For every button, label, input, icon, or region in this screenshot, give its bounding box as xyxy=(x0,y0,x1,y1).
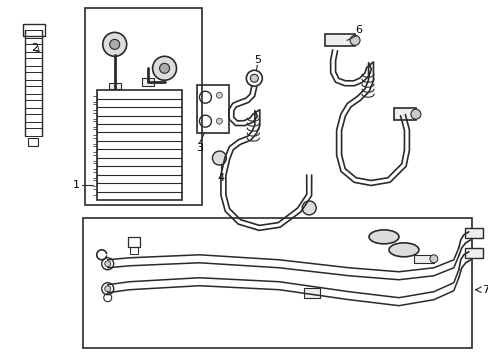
Bar xyxy=(413,255,433,263)
Bar xyxy=(464,228,482,238)
Text: 6: 6 xyxy=(355,26,362,35)
Circle shape xyxy=(109,39,120,49)
Ellipse shape xyxy=(368,230,398,244)
Circle shape xyxy=(302,201,316,215)
Bar xyxy=(127,237,140,247)
Text: 7: 7 xyxy=(481,285,488,295)
Circle shape xyxy=(104,261,110,267)
Bar xyxy=(142,78,153,86)
Circle shape xyxy=(212,151,226,165)
Text: 1: 1 xyxy=(73,180,80,190)
Circle shape xyxy=(216,118,222,124)
Bar xyxy=(197,85,229,133)
Bar xyxy=(82,218,471,347)
Text: 4: 4 xyxy=(218,173,224,183)
Circle shape xyxy=(216,92,222,98)
Ellipse shape xyxy=(388,243,418,257)
Circle shape xyxy=(429,255,437,263)
Circle shape xyxy=(152,56,176,80)
Bar xyxy=(464,248,482,258)
Bar xyxy=(84,8,202,205)
Bar xyxy=(304,288,320,298)
Circle shape xyxy=(159,63,169,73)
Circle shape xyxy=(349,35,359,45)
Circle shape xyxy=(104,286,110,292)
Bar xyxy=(108,83,121,89)
Circle shape xyxy=(250,74,258,82)
Bar xyxy=(97,90,181,200)
Circle shape xyxy=(410,109,420,119)
Circle shape xyxy=(102,32,126,56)
Text: 3: 3 xyxy=(196,143,203,153)
Bar xyxy=(393,108,415,120)
Bar xyxy=(23,24,45,36)
Bar xyxy=(325,35,354,46)
Bar xyxy=(28,138,38,146)
Text: 5: 5 xyxy=(253,55,260,65)
Bar xyxy=(129,247,137,254)
Text: 2: 2 xyxy=(31,43,38,53)
